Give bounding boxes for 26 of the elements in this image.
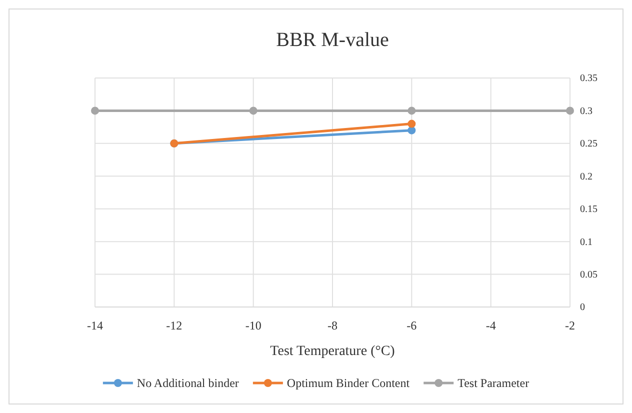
legend-label: Optimum Binder Content [286, 376, 410, 390]
chart-title: BBR M-value [276, 29, 390, 51]
x-tick-label: -2 [565, 318, 575, 333]
x-tick-label: -4 [486, 318, 496, 333]
y-tick-label: 0.05 [580, 269, 598, 280]
point [91, 106, 99, 115]
legend-label: Test Parameter [458, 376, 530, 390]
y-tick-label: 0.15 [580, 204, 598, 216]
point [408, 120, 416, 128]
y-tick-label: 0.25 [580, 138, 598, 150]
x-axis-title: Test Temperature (°C) [270, 344, 396, 359]
point [408, 126, 416, 134]
y-tick-label: 0 [580, 302, 585, 314]
point [566, 106, 574, 115]
point [249, 106, 258, 115]
legend-label: No Additional binder [136, 376, 239, 390]
y-tick-label: 0.1 [580, 236, 592, 248]
point [408, 106, 416, 115]
x-tick-label: -6 [406, 318, 417, 333]
x-tick-label: -10 [245, 318, 262, 333]
x-tick-label: -12 [166, 318, 182, 333]
x-tick-label: -14 [87, 318, 103, 333]
y-tick-label: 0.3 [580, 106, 592, 117]
y-tick-label: 0.2 [580, 171, 592, 182]
y-tick-label: 0.35 [580, 73, 598, 84]
x-tick-label: -8 [328, 318, 338, 333]
